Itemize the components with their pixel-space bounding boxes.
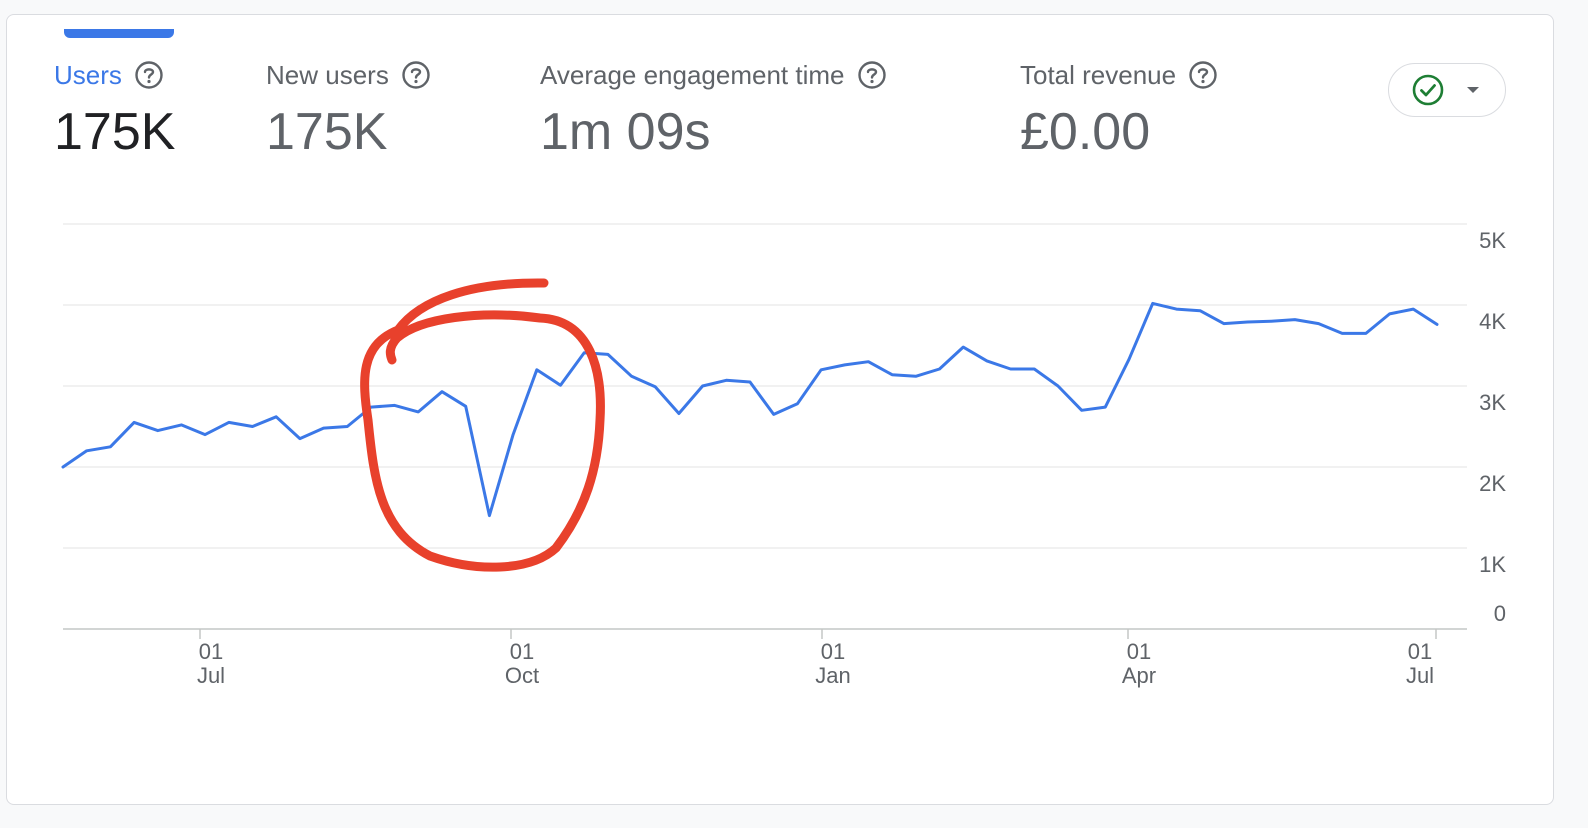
help-icon[interactable] [401,60,431,90]
x-tick-day-label: 01 [1408,639,1432,664]
metric-value: £0.00 [1020,103,1151,161]
y-tick-label: 2K [1479,471,1506,496]
metric-label: Average engagement time [540,59,845,90]
annotation-circle [360,278,605,572]
dip-annotation [360,278,605,572]
x-tick-month-label: Jan [815,663,850,688]
metric-total-revenue[interactable]: Total revenue £0.00 [1020,58,1218,158]
metric-label: Total revenue [1020,59,1177,90]
data-quality-status-button[interactable] [1388,63,1506,117]
x-tick-month-label: Apr [1122,663,1156,688]
y-tick-label: 3K [1479,390,1506,415]
help-icon[interactable] [134,60,164,90]
metric-value: 175K [54,103,176,161]
users-series-line [61,301,1439,518]
x-tick-month-label: Oct [505,663,539,688]
users-overview-card [6,14,1554,805]
metric-label: Users [54,59,122,90]
y-axis-ticks: 0 1K 2K 3K 4K 5K [1479,228,1506,626]
y-tick-label: 0 [1494,601,1506,626]
help-icon[interactable] [857,60,887,90]
x-tick-month-label: Jul [197,663,225,688]
metric-new-users[interactable]: New users 175K [266,58,431,158]
help-icon[interactable] [1188,60,1218,90]
caret-down-icon [1467,87,1479,93]
x-tick-day-label: 01 [199,639,223,664]
y-tick-label: 4K [1479,309,1506,334]
y-tick-label: 5K [1479,228,1506,253]
metric-value: 175K [266,103,388,161]
metric-label: New users [266,59,389,90]
metric-users[interactable]: Users 175K [54,58,176,161]
chart-gridlines [63,223,1467,630]
y-tick-label: 1K [1479,552,1506,577]
x-tick-month-label: Jul [1406,663,1434,688]
x-tick-day-label: 01 [821,639,845,664]
x-tick-day-label: 01 [1127,639,1151,664]
active-metric-indicator [64,29,174,38]
check-circle-icon [1412,74,1444,106]
metric-value: 1m 09s [540,103,711,161]
metric-average-engagement-time[interactable]: Average engagement time 1m 09s [540,58,887,158]
x-tick-day-label: 01 [510,639,534,664]
